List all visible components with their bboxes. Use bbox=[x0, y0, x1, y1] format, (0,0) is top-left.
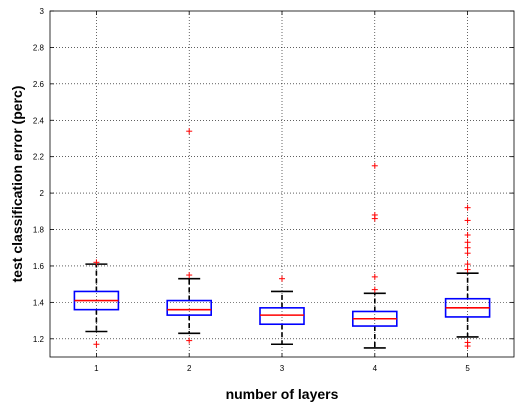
outlier-marker bbox=[371, 286, 378, 293]
outlier-marker bbox=[186, 337, 193, 344]
y-tick-label: 1.6 bbox=[33, 262, 45, 271]
outlier-marker bbox=[464, 244, 471, 251]
y-tick-label: 2.2 bbox=[33, 153, 45, 162]
x-tick-label: 5 bbox=[465, 364, 470, 373]
x-axis-label: number of layers bbox=[226, 386, 339, 402]
outlier-marker bbox=[464, 261, 471, 268]
outlier-marker bbox=[93, 341, 100, 348]
x-tick-label: 1 bbox=[94, 364, 99, 373]
y-axis-label: test classification error (perc) bbox=[9, 86, 25, 283]
y-tick-label: 1.8 bbox=[33, 226, 45, 235]
y-tick-label: 2.4 bbox=[33, 116, 45, 125]
box-group-3 bbox=[259, 275, 305, 346]
outlier-marker bbox=[464, 339, 471, 346]
boxes bbox=[73, 128, 491, 350]
outlier-marker bbox=[371, 211, 378, 218]
outlier-marker bbox=[464, 266, 471, 273]
outlier-marker bbox=[464, 217, 471, 224]
box-group-2 bbox=[166, 128, 212, 344]
box-group-4 bbox=[351, 162, 398, 349]
box bbox=[166, 299, 212, 316]
outlier-marker bbox=[464, 231, 471, 238]
y-tick-label: 2.6 bbox=[33, 80, 45, 89]
outlier-marker bbox=[464, 239, 471, 246]
x-axis-ticks: 1 2 3 4 5 bbox=[94, 11, 470, 373]
box-group-5 bbox=[444, 204, 491, 350]
outlier-marker bbox=[464, 204, 471, 211]
x-tick-label: 2 bbox=[187, 364, 192, 373]
x-tick-label: 4 bbox=[373, 364, 378, 373]
y-axis-ticks: 1.2 1.4 1.6 1.8 2 2.2 2.4 2.6 2.8 3 bbox=[33, 7, 514, 344]
y-tick-label: 1.2 bbox=[33, 335, 45, 344]
outlier-marker bbox=[371, 273, 378, 280]
x-tick-label: 3 bbox=[280, 364, 285, 373]
outlier-marker bbox=[186, 128, 193, 135]
y-tick-label: 3 bbox=[40, 7, 45, 16]
outlier-marker bbox=[371, 162, 378, 169]
plot-frame bbox=[49, 10, 515, 358]
y-tick-label: 2 bbox=[40, 189, 45, 198]
outlier-marker bbox=[464, 250, 471, 257]
y-tick-label: 2.8 bbox=[33, 43, 45, 52]
outlier-marker bbox=[93, 259, 100, 266]
box-group-1 bbox=[73, 259, 120, 348]
outlier-marker bbox=[186, 272, 193, 279]
y-tick-label: 1.4 bbox=[33, 298, 45, 307]
box bbox=[259, 307, 305, 326]
outlier-marker bbox=[279, 275, 285, 282]
